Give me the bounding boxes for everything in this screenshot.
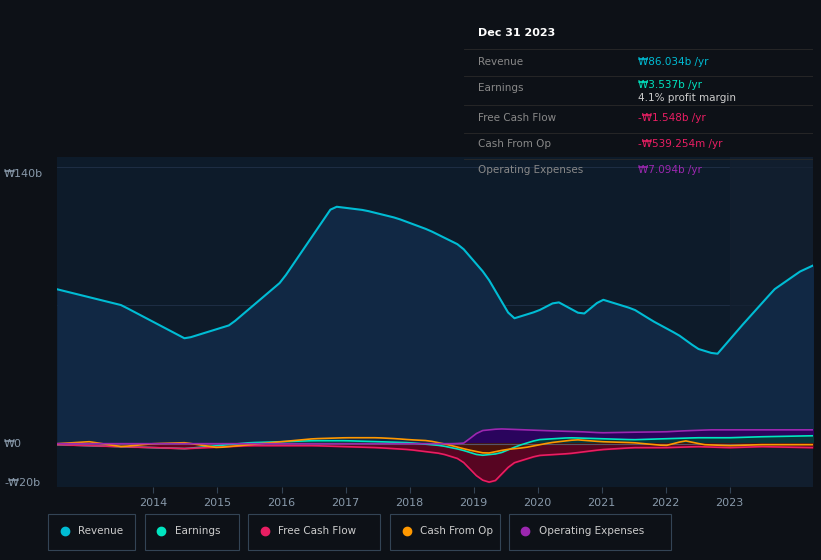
Text: Earnings: Earnings (478, 83, 523, 93)
Bar (248, 514, 380, 550)
Text: ₩140b: ₩140b (4, 170, 44, 180)
Text: -₩20b: -₩20b (4, 478, 40, 488)
Bar (144, 514, 239, 550)
Text: Cash From Op: Cash From Op (420, 526, 493, 535)
Text: Free Cash Flow: Free Cash Flow (478, 113, 556, 123)
Bar (509, 514, 671, 550)
Text: Revenue: Revenue (478, 57, 523, 67)
Text: Dec 31 2023: Dec 31 2023 (478, 28, 555, 38)
Bar (48, 514, 135, 550)
Bar (390, 514, 500, 550)
Text: ₩3.537b /yr: ₩3.537b /yr (639, 80, 702, 90)
Text: ₩7.094b /yr: ₩7.094b /yr (639, 165, 702, 175)
Text: Revenue: Revenue (78, 526, 123, 535)
Text: ₩0: ₩0 (4, 438, 22, 449)
Text: ₩86.034b /yr: ₩86.034b /yr (639, 57, 709, 67)
Text: -₩1.548b /yr: -₩1.548b /yr (639, 113, 706, 123)
Text: Free Cash Flow: Free Cash Flow (278, 526, 356, 535)
Text: Cash From Op: Cash From Op (478, 139, 551, 150)
Text: Operating Expenses: Operating Expenses (478, 165, 583, 175)
Text: Earnings: Earnings (175, 526, 220, 535)
Text: 4.1% profit margin: 4.1% profit margin (639, 93, 736, 103)
Text: -₩539.254m /yr: -₩539.254m /yr (639, 139, 722, 150)
Text: Operating Expenses: Operating Expenses (539, 526, 644, 535)
Bar (730, 157, 813, 487)
